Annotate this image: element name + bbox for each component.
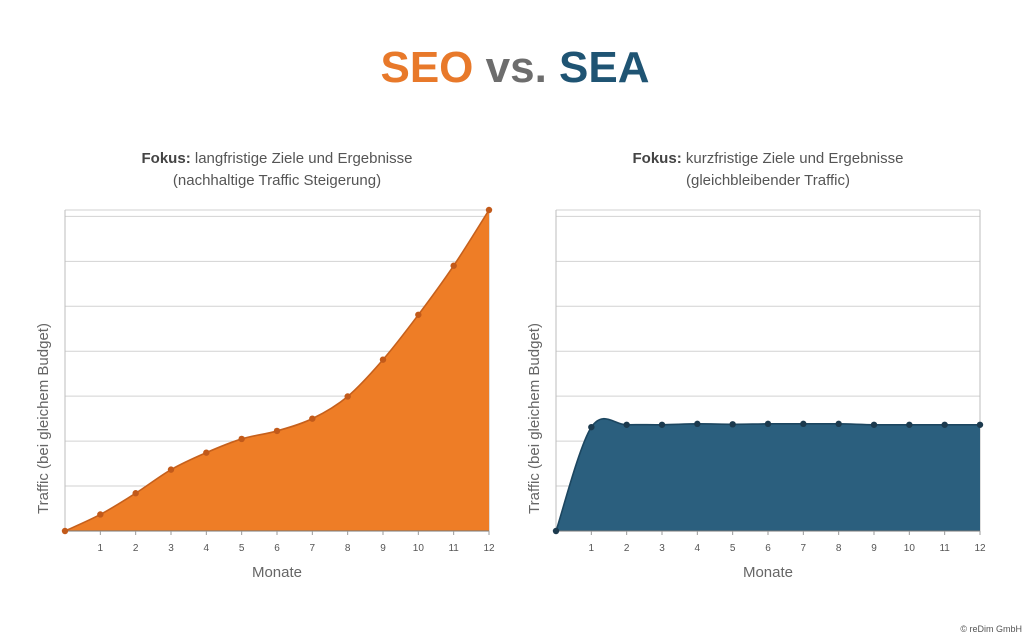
seo-chart-subtitle: (nachhaltige Traffic Steigerung) — [172, 172, 382, 189]
seo-data-point — [167, 466, 175, 473]
sea-data-point — [835, 420, 842, 428]
sea-data-point — [729, 421, 736, 428]
sea-area — [556, 418, 980, 531]
sea-x-axis-title: Monate — [743, 564, 793, 581]
sea-data-point — [870, 421, 878, 428]
sea-chart-heading: Fokus: kurzfristige Ziele und Ergebnisse… — [548, 148, 988, 192]
seo-data-point — [61, 527, 69, 535]
seo-data-point — [379, 356, 387, 363]
seo-x-tick-label: 9 — [380, 543, 386, 554]
seo-x-tick-label: 12 — [483, 543, 495, 554]
sea-x-tick-label: 5 — [730, 543, 736, 554]
title-seo: SEO — [380, 43, 474, 92]
seo-x-tick-label: 3 — [168, 543, 174, 554]
sea-data-point — [764, 420, 772, 428]
seo-x-tick-label: 4 — [204, 543, 210, 554]
sea-y-axis-title: Traffic (bei gleichem Budget) — [526, 323, 543, 514]
sea-data-point — [588, 423, 595, 431]
sea-data-point — [694, 420, 701, 428]
sea-data-point — [658, 421, 666, 428]
sea-x-tick-label: 2 — [624, 543, 630, 554]
seo-focus-label: Fokus: — [141, 150, 191, 167]
sea-x-tick-label: 11 — [939, 543, 950, 554]
sea-chart-subtitle: (gleichbleibender Traffic) — [686, 172, 850, 189]
seo-y-axis-title: Traffic (bei gleichem Budget) — [35, 323, 52, 514]
seo-chart-title: langfristige Ziele und Ergebnisse — [194, 150, 413, 167]
copyright: © reDim GmbH — [960, 624, 1022, 634]
sea-x-tick-label: 10 — [904, 543, 916, 554]
seo-data-point — [415, 311, 422, 318]
sea-data-point — [552, 527, 560, 535]
seo-data-point — [344, 393, 351, 400]
seo-x-axis-title: Monate — [252, 564, 302, 581]
sea-data-point — [906, 421, 913, 428]
seo-data-point — [273, 427, 281, 435]
seo-x-tick-label: 6 — [274, 543, 280, 554]
sea-data-point — [623, 421, 630, 428]
sea-x-tick-label: 7 — [801, 543, 807, 554]
sea-data-point — [800, 420, 807, 428]
seo-x-tick-label: 5 — [239, 543, 245, 554]
title-sea: SEA — [559, 43, 650, 92]
seo-area — [65, 210, 489, 531]
seo-data-point — [97, 511, 104, 518]
seo-chart-heading: Fokus: langfristige Ziele und Ergebnisse… — [57, 148, 497, 192]
sea-x-tick-label: 8 — [836, 543, 842, 554]
sea-chart-title: kurzfristige Ziele und Ergebnisse — [685, 150, 904, 167]
seo-x-tick-label: 1 — [98, 543, 104, 554]
sea-x-tick-label: 3 — [659, 543, 665, 554]
main-title: SEO vs. SEA — [0, 40, 1030, 96]
sea-data-point — [941, 421, 948, 428]
seo-x-tick-label: 8 — [345, 543, 351, 554]
seo-data-point — [203, 449, 210, 456]
sea-focus-label: Fokus: — [632, 150, 682, 167]
seo-x-tick-label: 2 — [133, 543, 139, 554]
seo-x-tick-label: 11 — [448, 543, 459, 554]
seo-data-point — [309, 415, 316, 422]
sea-x-tick-label: 4 — [695, 543, 701, 554]
sea-data-point — [976, 421, 984, 428]
sea-x-tick-label: 9 — [871, 543, 877, 554]
seo-data-point — [450, 262, 457, 269]
seo-data-point — [485, 206, 493, 214]
sea-x-tick-label: 12 — [974, 543, 986, 554]
sea-x-tick-label: 1 — [589, 543, 595, 554]
seo-x-tick-label: 7 — [310, 543, 316, 554]
seo-data-point — [238, 435, 245, 443]
seo-x-tick-label: 10 — [413, 543, 425, 554]
seo-data-point — [132, 490, 139, 497]
sea-x-tick-label: 6 — [765, 543, 771, 554]
title-vs: vs. — [485, 43, 547, 92]
